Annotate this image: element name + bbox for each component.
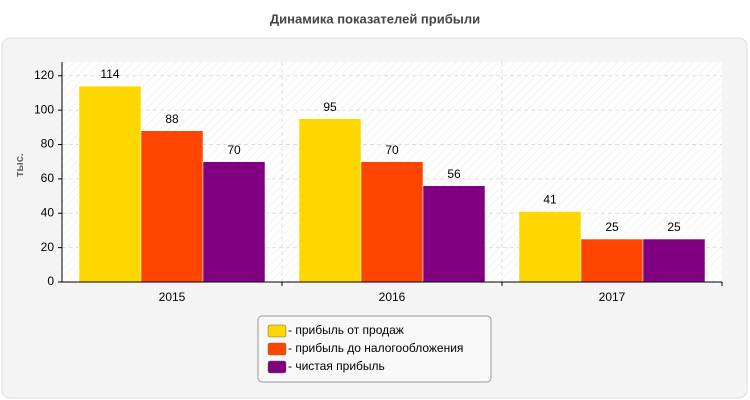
bar [202, 161, 266, 283]
y-tick-label: 20 [41, 240, 55, 254]
y-tick-label: 60 [41, 171, 55, 185]
legend-swatch [267, 342, 287, 356]
data-label: 25 [667, 220, 681, 234]
x-tick-label: 2016 [379, 290, 406, 304]
bar [642, 238, 706, 283]
y-tick-label: 80 [41, 137, 55, 151]
bar [298, 118, 362, 283]
bar [360, 161, 424, 283]
legend-swatch [267, 360, 287, 374]
x-tick-label: 2017 [599, 290, 626, 304]
legend-label: - прибыль от продаж [288, 323, 404, 337]
y-tick-label: 0 [47, 274, 54, 288]
data-label: 70 [227, 143, 241, 157]
data-label: 114 [100, 67, 119, 81]
bar [78, 85, 142, 283]
legend [257, 315, 492, 383]
data-label: 88 [165, 112, 179, 126]
legend-label: - чистая прибыль [288, 359, 385, 373]
bar [422, 185, 486, 283]
y-axis-label: тыс. [14, 153, 26, 177]
data-label: 25 [605, 220, 619, 234]
bar [140, 130, 204, 283]
data-label: 41 [543, 193, 557, 207]
legend-swatch [267, 324, 287, 338]
bar [518, 211, 582, 283]
y-tick-label: 40 [41, 205, 55, 219]
data-label: 70 [385, 143, 399, 157]
x-tick-label: 2015 [159, 290, 186, 304]
y-tick-label: 100 [34, 102, 54, 116]
data-label: 56 [447, 167, 461, 181]
data-label: 95 [323, 100, 337, 114]
y-tick-label: 120 [34, 68, 54, 82]
legend-label: - прибыль до налогообложения [288, 341, 463, 355]
chart-title: Динамика показателей прибыли [270, 11, 480, 26]
bar [580, 238, 644, 283]
